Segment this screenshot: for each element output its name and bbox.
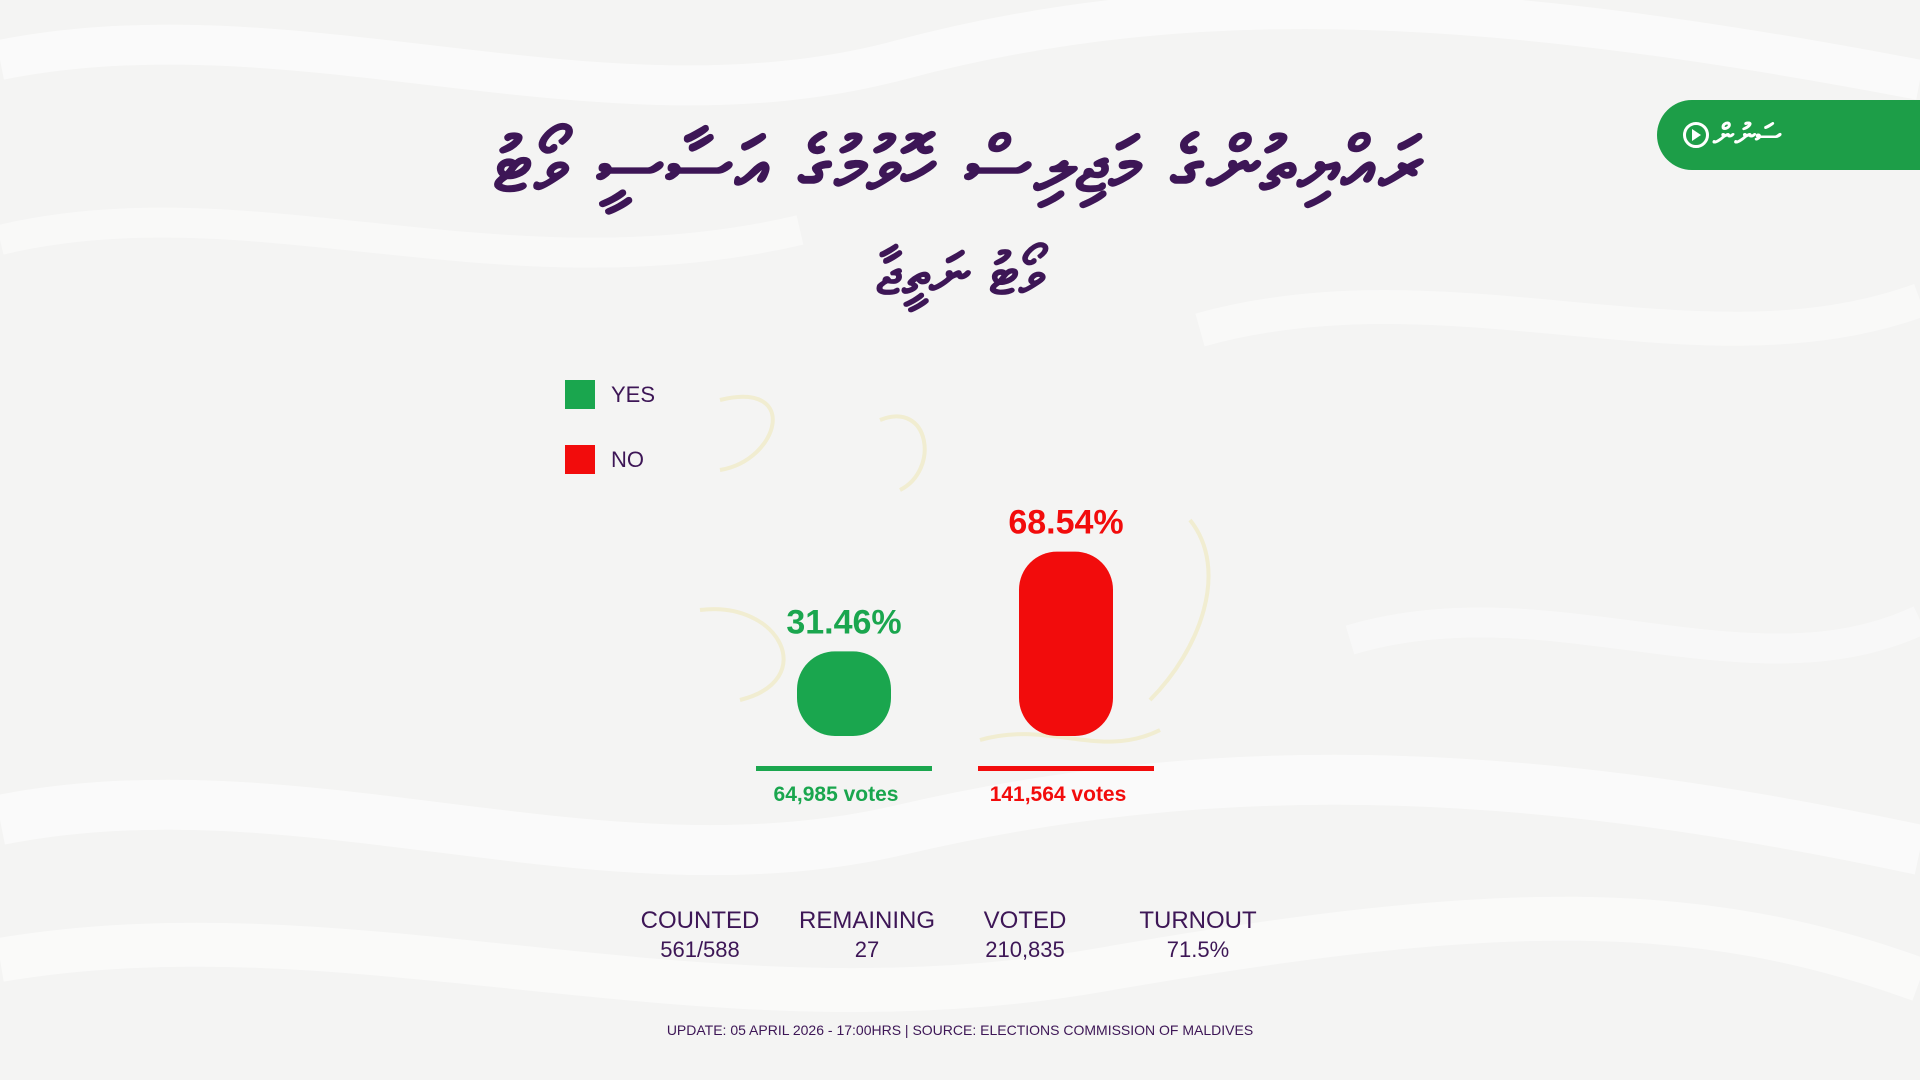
bar-underline-yes <box>756 766 932 771</box>
bar-no <box>1019 551 1113 736</box>
bar-value-label-no: 68.54% <box>1008 504 1123 542</box>
legend-item-yes: YES <box>565 380 655 409</box>
legend-swatch-no <box>565 445 595 474</box>
footer-source: UPDATE: 05 APRIL 2026 - 17:00HRS | SOURC… <box>666 1022 1254 1038</box>
stat-counted: COUNTED 561/588 <box>620 906 780 964</box>
legend-item-no: NO <box>565 445 644 474</box>
legend-label-no: NO <box>611 446 644 472</box>
stat-remaining-value: 27 <box>854 937 880 962</box>
stat-remaining: REMAINING 27 <box>787 906 947 964</box>
page-title: ރައްޔިތުންގެ މަޖިލިސް ހޮވުމުގެ އަސާސީ ވޯ… <box>493 120 1427 209</box>
stat-counted-label: COUNTED <box>640 907 760 934</box>
stat-voted: VOTED 210,835 <box>945 906 1105 964</box>
brand-name: ސަނުން <box>1713 117 1782 153</box>
bar-value-label-yes: 31.46% <box>786 603 901 641</box>
stat-turnout: TURNOUT 71.5% <box>1118 906 1278 964</box>
page-subtitle: ވޯޓު ނަތީޖާ <box>876 240 1044 308</box>
votes-label-no: 141,564 votes <box>990 783 1127 806</box>
play-circle-icon <box>1683 122 1709 148</box>
bar-yes <box>797 651 891 736</box>
stat-turnout-value: 71.5% <box>1166 937 1230 962</box>
stat-voted-label: VOTED <box>983 907 1067 934</box>
stat-turnout-label: TURNOUT <box>1139 907 1257 934</box>
brand-badge[interactable]: ސަނުން <box>1657 100 1920 170</box>
stat-counted-value: 561/588 <box>660 937 740 962</box>
bar-underline-no <box>978 766 1154 771</box>
legend-swatch-yes <box>565 380 595 409</box>
stat-remaining-label: REMAINING <box>798 907 935 934</box>
stat-voted-value: 210,835 <box>985 937 1065 962</box>
legend-label-yes: YES <box>611 381 656 407</box>
votes-label-yes: 64,985 votes <box>774 783 899 806</box>
